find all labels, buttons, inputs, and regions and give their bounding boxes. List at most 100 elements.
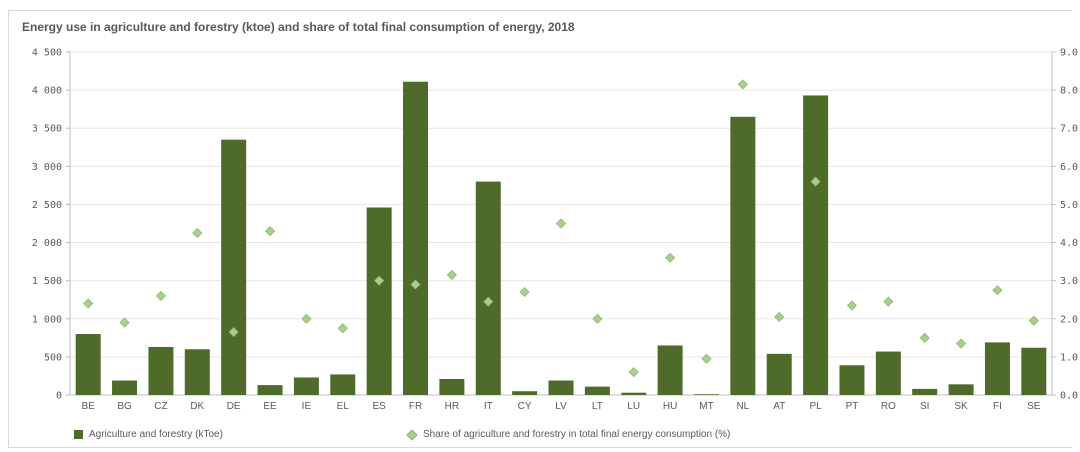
point-hu[interactable]: [665, 252, 676, 263]
bar-se[interactable]: [1021, 347, 1047, 395]
point-fi[interactable]: [992, 285, 1003, 296]
right-tick-label: 8.0: [1060, 86, 1078, 97]
left-tick-label: 3 000: [32, 162, 62, 173]
category-label-lu: LU: [627, 401, 640, 412]
bar-si[interactable]: [912, 388, 938, 395]
left-tick-label: 2 500: [32, 200, 62, 211]
bar-fr[interactable]: [403, 81, 429, 395]
legend-label-bars: Agriculture and forestry (kToe): [89, 429, 223, 440]
point-bg[interactable]: [119, 317, 130, 328]
point-cy[interactable]: [519, 287, 530, 298]
point-pl[interactable]: [810, 176, 821, 187]
bar-hr[interactable]: [439, 378, 465, 395]
point-cz[interactable]: [155, 290, 166, 301]
bar-dk[interactable]: [184, 349, 210, 395]
bar-series: [75, 81, 1047, 396]
point-ie[interactable]: [301, 313, 312, 324]
bar-ee[interactable]: [257, 385, 283, 395]
category-label-it: IT: [484, 401, 493, 412]
left-tick-label: 3 500: [32, 124, 62, 135]
right-tick-label: 5.0: [1060, 200, 1078, 211]
chart-frame: [8, 10, 1072, 448]
bar-pt[interactable]: [839, 365, 865, 395]
point-si[interactable]: [919, 332, 930, 343]
right-tick-label: 4.0: [1060, 238, 1078, 249]
bar-sk[interactable]: [948, 384, 974, 395]
diamond-legend-swatch: [406, 428, 418, 441]
category-label-el: EL: [337, 401, 350, 412]
point-el[interactable]: [337, 323, 348, 334]
point-mt[interactable]: [701, 353, 712, 364]
point-it[interactable]: [483, 296, 494, 307]
bar-lt[interactable]: [584, 386, 610, 395]
category-label-mt: MT: [699, 401, 713, 412]
category-label-hr: HR: [445, 401, 459, 412]
chart-title: Energy use in agriculture and forestry (…: [22, 20, 575, 34]
bar-ro[interactable]: [875, 351, 901, 395]
point-be[interactable]: [83, 298, 94, 309]
point-lv[interactable]: [555, 218, 567, 229]
category-axis-ticks: BE BG CZ DK DE EE IE EL ES FR HR IT CY LV LT LU HU MT NL AT…: [82, 401, 1041, 412]
bar-cz[interactable]: [148, 346, 174, 395]
point-dk[interactable]: [192, 227, 203, 239]
right-tick-label: 6.0: [1060, 162, 1078, 173]
bar-de[interactable]: [221, 139, 247, 395]
left-tick-label: 1 000: [32, 314, 62, 325]
bar-es[interactable]: [366, 207, 392, 395]
bar-hu[interactable]: [657, 345, 683, 395]
category-label-lt: LT: [592, 401, 603, 412]
bar-legend-swatch: [74, 430, 83, 439]
category-label-es: ES: [372, 401, 386, 412]
point-nl[interactable]: [737, 79, 748, 90]
right-tick-label: 9.0: [1060, 48, 1078, 59]
point-de[interactable]: [228, 327, 239, 338]
bar-it[interactable]: [475, 181, 501, 395]
bar-pl[interactable]: [803, 95, 829, 396]
bar-lu[interactable]: [621, 392, 647, 395]
bar-bg[interactable]: [112, 380, 138, 395]
point-hr[interactable]: [446, 269, 457, 281]
category-label-fi: FI: [993, 401, 1002, 412]
category-label-bg: BG: [117, 401, 132, 412]
right-axis-ticks: 0.0 1.0 2.0 3.0 4.0 5.0 6.0 7.0 8.0 9.0: [1052, 48, 1078, 402]
legend-item-bars[interactable]: Agriculture and forestry (kToe): [74, 429, 223, 440]
left-tick-label: 0: [56, 391, 62, 402]
left-tick-label: 1 500: [32, 276, 62, 287]
bar-be[interactable]: [75, 334, 101, 395]
legend-label-points: Share of agriculture and forestry in tot…: [423, 429, 731, 440]
point-se[interactable]: [1028, 315, 1039, 326]
category-label-sk: SK: [954, 401, 968, 412]
bar-at[interactable]: [766, 353, 792, 395]
point-at[interactable]: [774, 311, 785, 322]
left-axis-ticks: 0 500 1 000 1 500 2 000 2 500 3 000 3 500 4 000 4…: [32, 48, 70, 402]
category-label-de: DE: [227, 401, 241, 412]
category-label-pl: PL: [809, 401, 822, 412]
point-sk[interactable]: [956, 338, 967, 349]
category-label-cz: CZ: [154, 401, 167, 412]
point-ro[interactable]: [883, 296, 894, 307]
point-pt[interactable]: [846, 300, 858, 311]
right-tick-label: 1.0: [1060, 352, 1078, 363]
point-ee[interactable]: [264, 226, 276, 237]
scatter-series: [83, 79, 1039, 378]
category-label-si: SI: [920, 401, 929, 412]
left-tick-label: 500: [44, 352, 62, 363]
bar-lv[interactable]: [548, 380, 574, 395]
point-es[interactable]: [374, 275, 385, 286]
bar-ie[interactable]: [293, 377, 319, 395]
right-tick-label: 7.0: [1060, 124, 1078, 135]
point-lt[interactable]: [592, 313, 603, 324]
legend-item-points[interactable]: Share of agriculture and forestry in tot…: [406, 428, 731, 441]
bar-mt[interactable]: [693, 394, 719, 395]
point-lu[interactable]: [628, 367, 639, 378]
point-fr[interactable]: [410, 279, 421, 290]
bar-fi[interactable]: [984, 342, 1010, 395]
category-label-cy: CY: [518, 401, 532, 412]
category-label-ee: EE: [263, 401, 277, 412]
category-label-hu: HU: [663, 401, 677, 412]
bar-nl[interactable]: [730, 116, 756, 396]
right-tick-label: 2.0: [1060, 314, 1078, 325]
bar-cy[interactable]: [512, 391, 538, 395]
category-label-nl: NL: [736, 401, 749, 412]
bar-el[interactable]: [330, 374, 356, 395]
